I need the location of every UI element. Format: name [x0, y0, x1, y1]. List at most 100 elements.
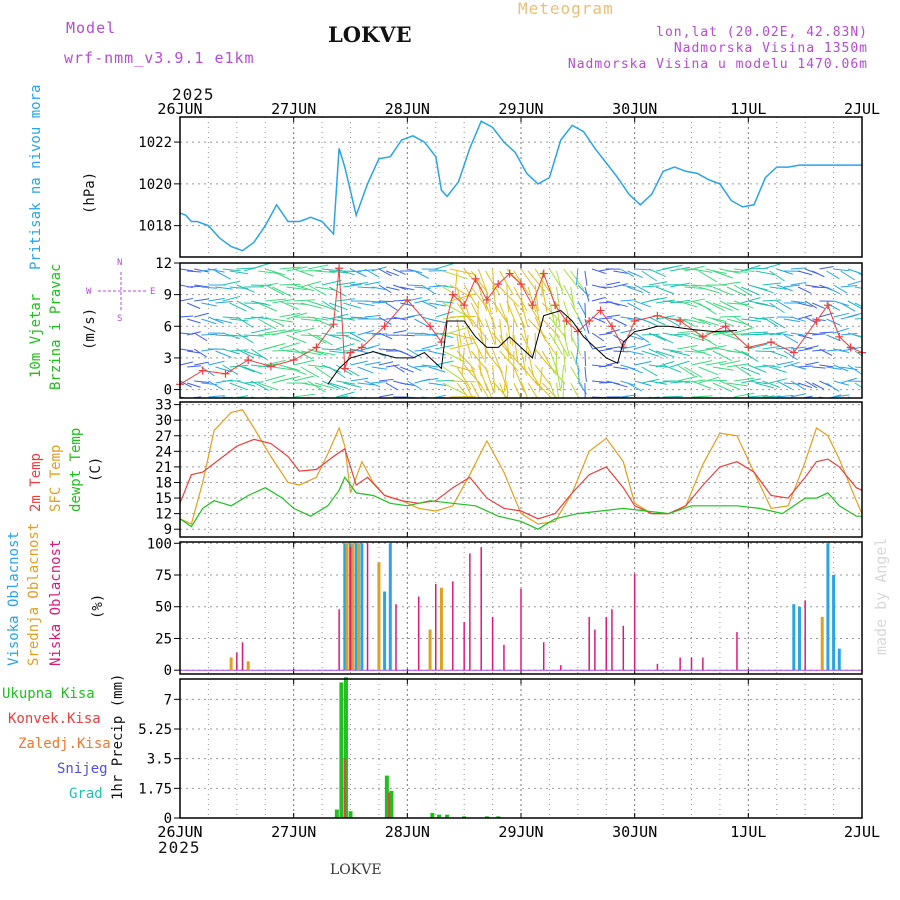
gust-marker [335, 264, 344, 273]
wind-barb [293, 327, 315, 334]
wind-barb [662, 364, 682, 373]
wind-barb [258, 270, 279, 275]
wind-barb [741, 286, 760, 296]
wind-barb [812, 333, 826, 336]
compass-cross [98, 272, 146, 312]
wind-barb [627, 350, 644, 356]
wind-barb [236, 300, 255, 311]
wind-barb [193, 332, 208, 342]
low-cloud-bar [656, 663, 659, 671]
wind-barb [492, 268, 495, 297]
wind-barb [180, 268, 194, 272]
wind-barb [513, 334, 519, 363]
gust-marker [676, 317, 685, 326]
high-cloud-bar [343, 543, 347, 671]
pressure-unit: (hPa) [82, 171, 98, 214]
y-tick-label: 15 [155, 491, 172, 507]
wind-barb [293, 268, 314, 277]
wind-barb [485, 302, 497, 329]
wind-barb [648, 268, 666, 278]
wind-barb [762, 345, 781, 350]
low-cloud-bar [463, 621, 465, 671]
wind-barb [584, 350, 587, 367]
legend-conv-rain: Konvek.Kisa [8, 711, 101, 727]
x-tick-label-top: 1JUL [730, 100, 766, 118]
wind-barb [343, 399, 361, 400]
wind-barb [286, 312, 308, 320]
wind-barb [819, 331, 834, 334]
wind-barb [840, 270, 856, 281]
wind-barb [712, 302, 733, 311]
total-rain-bar [334, 809, 339, 818]
wind-barb [698, 270, 718, 283]
wind-barb [698, 302, 717, 315]
wind-barb [322, 348, 343, 351]
wind-barb [670, 360, 690, 368]
wind-barb [307, 316, 329, 321]
wind-barb [854, 317, 862, 320]
wind-barb [463, 364, 482, 386]
wind-barb [257, 382, 278, 391]
wind-barb [421, 344, 438, 350]
wind-barb [514, 399, 516, 426]
wind-barb [819, 364, 834, 368]
wind-barb [215, 318, 233, 324]
sfc-temp-line [179, 409, 863, 525]
y-tick-label: 50 [155, 600, 172, 616]
total-rain-bar [484, 816, 489, 818]
wind-barb [314, 318, 334, 328]
x-tick-label-bottom: 27JUN [271, 823, 316, 841]
wind-barb [541, 334, 558, 357]
wind-barb [350, 268, 367, 278]
wind-barb [570, 286, 575, 310]
wind-barb [606, 300, 620, 306]
wind-barb [733, 300, 754, 309]
low-cloud-bar [452, 581, 454, 671]
wind-barb [343, 382, 362, 388]
wind-barb [861, 396, 862, 397]
wind-barb [705, 360, 727, 366]
wind-barb [300, 302, 322, 309]
compass-n: N [117, 258, 124, 268]
wind-barb [364, 344, 381, 350]
low-cloud-bar [605, 616, 607, 671]
low-cloud-bar [491, 616, 494, 671]
wind-barb [442, 382, 466, 395]
legend-total-rain: Ukupna Kisa [2, 686, 95, 702]
wind-barb [861, 269, 862, 270]
wind-barb [314, 286, 336, 291]
wind-barb [442, 366, 465, 382]
wind-barb [314, 350, 336, 356]
gust-marker [494, 280, 503, 289]
y-tick-label: 25 [155, 631, 172, 647]
wind-barb [662, 316, 681, 328]
wind-barb [712, 270, 733, 279]
wind-barb [364, 314, 381, 318]
wind-barb [790, 332, 807, 337]
y-tick-label: 3.5 [147, 752, 172, 768]
wind-speed-line [327, 309, 738, 385]
wind-barb [790, 380, 805, 390]
total-rain-bar [430, 812, 435, 818]
wind-barb [499, 270, 514, 296]
x-tick-label-top: 28JUN [385, 100, 430, 118]
wind-barb [776, 300, 792, 310]
wind-barb [826, 318, 841, 326]
wind-barb [726, 302, 748, 306]
wind-barb [705, 331, 727, 334]
wind-barb [443, 399, 467, 408]
mid-cloud-bar [246, 661, 250, 671]
wind-barb [769, 286, 788, 290]
wind-barb [563, 268, 579, 289]
wind-barb [854, 270, 862, 276]
gust-marker [721, 322, 730, 331]
wind-barb [364, 268, 380, 278]
wind-barb [314, 382, 335, 389]
wind-barb [250, 328, 271, 334]
wind-barb [684, 379, 706, 384]
wind-barb [201, 268, 217, 272]
gust-marker [630, 317, 639, 326]
gust-marker [607, 322, 616, 331]
y-tick-label: 5.25 [138, 722, 172, 738]
wind-barb [627, 302, 643, 312]
